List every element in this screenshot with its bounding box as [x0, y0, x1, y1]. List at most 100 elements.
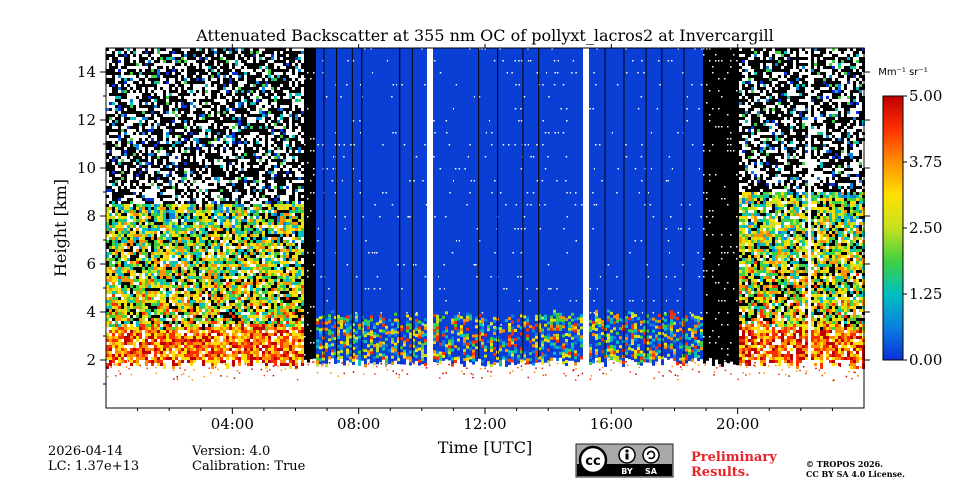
heatmap-column [265, 48, 269, 373]
heatmap-column [739, 48, 742, 366]
heatmap-column [691, 48, 694, 371]
heatmap-column [397, 48, 401, 379]
heatmap-column [511, 48, 514, 372]
heatmap-column [841, 48, 844, 360]
heatmap-column [664, 48, 668, 358]
heatmap-column [718, 48, 721, 367]
heatmap-column [775, 48, 778, 367]
heatmap-column [385, 48, 389, 371]
heatmap-column [328, 48, 332, 374]
heatmap-column [457, 48, 461, 360]
heatmap-column [667, 48, 671, 372]
heatmap-column [637, 48, 641, 369]
heatmap-column [616, 48, 620, 362]
heatmap-column [439, 48, 442, 379]
heatmap-column [124, 48, 128, 368]
heatmap-column [382, 48, 385, 360]
heatmap-column [592, 48, 596, 364]
heatmap-column [394, 48, 398, 375]
heatmap-column [619, 48, 622, 364]
heatmap-column [127, 48, 130, 370]
cc-license-badge: cc BY SA [575, 443, 674, 478]
preliminary-label: Preliminary [691, 450, 777, 465]
axes: 04:00 08:00 12:00 16:00 20:00 2 4 6 8 10 12 14 [77, 44, 870, 433]
heatmap-column [490, 48, 493, 377]
heatmap-column [148, 48, 151, 366]
heatmap-column [460, 48, 463, 373]
colorbar-ticks: 0.00 1.25 2.50 3.75 5.00 [903, 87, 942, 369]
heatmap-column [436, 48, 440, 366]
heatmap-column [679, 48, 683, 371]
heatmap-column [280, 48, 283, 372]
heatmap-column [109, 48, 112, 368]
heatmap-column [151, 48, 154, 366]
heatmap-column [547, 48, 551, 367]
heatmap-column [475, 48, 479, 362]
heatmap-column [349, 48, 352, 363]
heatmap-column [277, 48, 280, 368]
heatmap-column [256, 48, 259, 363]
heatmap-column [697, 48, 701, 373]
heatmap-column [316, 48, 320, 374]
heatmap-column [448, 48, 451, 366]
heatmap-column [610, 48, 614, 371]
heatmap-column [562, 48, 565, 375]
badge-sa: SA [645, 467, 658, 476]
heatmap-column [805, 48, 808, 375]
heatmap-column [607, 48, 610, 361]
heatmap-column [850, 48, 853, 380]
heatmap-column [688, 48, 692, 362]
colorbar-tick-label: 0.00 [909, 351, 942, 369]
heatmap-column [193, 48, 196, 371]
heatmap-column [565, 48, 569, 377]
heatmap-column [211, 48, 214, 369]
heatmap-column [523, 48, 527, 365]
footer: 2026-04-14 LC: 1.37e+13 Version: 4.0 Cal… [48, 443, 905, 480]
copyright-line-1: © TROPOS 2026. [806, 459, 883, 469]
heatmap-column [118, 48, 122, 375]
y-axis-label: Height [km] [51, 179, 70, 277]
heatmap-column [121, 48, 124, 363]
heatmap-column [544, 48, 548, 376]
heatmap-column [844, 48, 848, 378]
heatmap-column [313, 48, 316, 363]
heatmap-column [226, 48, 229, 378]
heatmap-column [742, 48, 745, 374]
heatmap-column [598, 48, 602, 371]
cc-icon [578, 445, 608, 475]
heatmap-column [853, 48, 856, 374]
heatmap-column [196, 48, 199, 360]
heatmap-column [724, 48, 727, 372]
heatmap-column [733, 48, 736, 365]
colorbar-unit-label: Mm⁻¹ sr⁻¹ [878, 67, 927, 78]
heatmap-column [817, 48, 821, 372]
heatmap-column [157, 48, 160, 366]
heatmap-column [331, 48, 335, 359]
heatmap-column [160, 48, 163, 369]
heatmap-column [142, 48, 145, 360]
heatmap-column [391, 48, 395, 372]
heatmap-column [559, 48, 562, 358]
heatmap-column [370, 48, 374, 364]
heatmap-column [526, 48, 530, 379]
heatmap-column [577, 48, 580, 377]
x-tick-label: 16:00 [590, 415, 633, 433]
heatmap-column [514, 48, 518, 365]
heatmap-column [676, 48, 680, 381]
heatmap-column [238, 48, 241, 374]
heatmap-column [421, 48, 424, 365]
heatmap-column [235, 48, 239, 372]
heatmap-column [643, 48, 647, 363]
heatmap-column [205, 48, 208, 366]
heatmap-column [214, 48, 217, 369]
heatmap-column [715, 48, 718, 369]
x-tick-label: 12:00 [463, 415, 506, 433]
heatmap-column [799, 48, 802, 372]
heatmap-column [136, 48, 139, 366]
colorbar-tick-label: 1.25 [909, 285, 942, 303]
heatmap-column [358, 48, 362, 366]
heatmap-column [175, 48, 179, 380]
heatmap-column [595, 48, 599, 363]
heatmap-column [409, 48, 412, 366]
